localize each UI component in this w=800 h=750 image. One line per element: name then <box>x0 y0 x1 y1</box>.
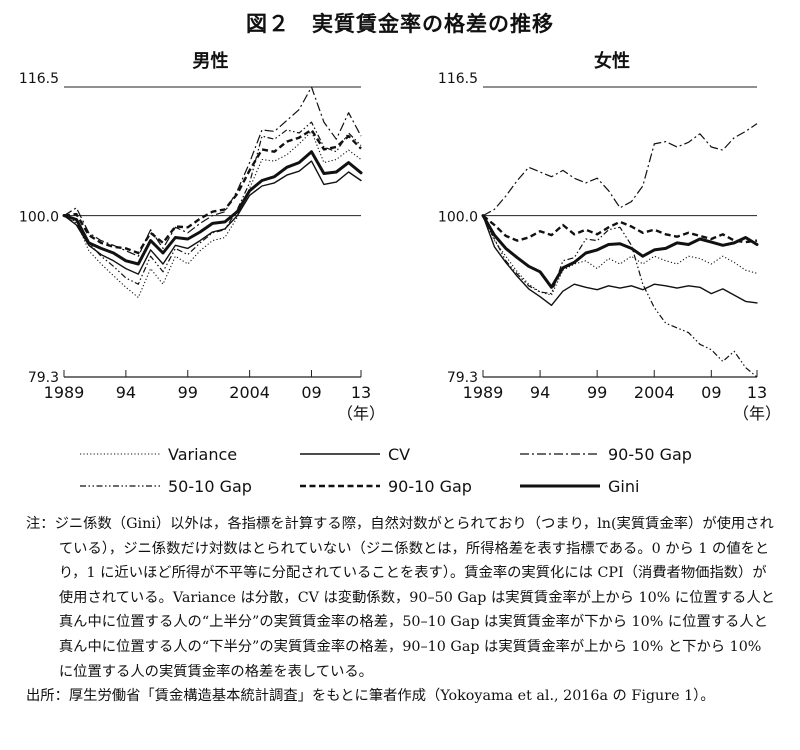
legend-label: 90-50 Gap <box>608 445 692 464</box>
series-line-gini <box>481 214 759 289</box>
panel-title: 女性 <box>594 50 630 72</box>
series-line-50-10-gap <box>63 121 362 285</box>
series-line-90-10-gap <box>63 128 362 255</box>
x-tick-label: 99 <box>587 383 607 402</box>
x-tick-label: 09 <box>701 383 721 402</box>
x-tick-label: 99 <box>178 383 198 402</box>
y-tick-label: 79.3 <box>28 370 59 386</box>
legend-item: CV <box>300 445 410 464</box>
year-unit-label: （年） <box>337 404 385 423</box>
series-line-cv <box>63 160 362 275</box>
legend-item: 90-50 Gap <box>520 445 692 464</box>
legend-label: CV <box>388 445 410 464</box>
legend-item: 50-10 Gap <box>80 477 252 496</box>
legend: Variance CV 90-50 Gap 50-10 Gap 90-10 Gap Gin… <box>80 445 692 496</box>
series-line-90-10-gap <box>482 214 758 244</box>
series-line-90-50-gap <box>482 123 758 217</box>
note-text: 注：ジニ係数（Gini）以外は，各指標を計算する際，自然対数がとられており（つま… <box>26 516 775 680</box>
x-tick-label: 2004 <box>229 383 270 402</box>
y-tick-label: 100.0 <box>19 210 59 226</box>
legend-label: Variance <box>168 445 237 464</box>
year-unit-label: （年） <box>733 404 781 423</box>
x-tick-label: 94 <box>530 383 550 402</box>
series-line-gini <box>62 150 363 266</box>
source-text: 出所：厚生労働省「賃金構造基本統計調査」をもとに筆者作成（Yokoyama et… <box>26 688 715 705</box>
figure-title: 図２ 実質賃金率の格差の推移 <box>246 12 554 36</box>
y-tick-label: 100.0 <box>438 210 478 226</box>
legend-item: Gini <box>520 477 639 496</box>
x-tick-label: 1989 <box>463 383 504 402</box>
x-tick-label: 1989 <box>44 383 85 402</box>
x-tick-label: 13 <box>747 383 767 402</box>
y-tick-label: 116.5 <box>19 71 59 87</box>
legend-label: 50-10 Gap <box>168 477 252 496</box>
y-tick-label: 116.5 <box>438 71 478 87</box>
x-tick-label: 94 <box>116 383 136 402</box>
legend-label: Gini <box>608 477 639 496</box>
legend-item: 90-10 Gap <box>300 477 472 496</box>
series-line-90-50-gap <box>63 86 362 257</box>
series-line-variance <box>482 215 758 296</box>
panel-title: 男性 <box>193 50 229 72</box>
x-tick-label: 2004 <box>634 383 675 402</box>
series-line-50-10-gap <box>482 215 758 378</box>
legend-item: Variance <box>80 445 237 464</box>
series-line-cv <box>482 214 758 306</box>
legend-label: 90-10 Gap <box>388 477 472 496</box>
x-tick-label: 09 <box>301 383 321 402</box>
x-tick-label: 13 <box>351 383 371 402</box>
notes: 注：ジニ係数（Gini）以外は，各指標を計算する際，自然対数がとられており（つま… <box>26 512 778 709</box>
y-tick-label: 79.3 <box>447 370 478 386</box>
series-line-variance <box>63 130 362 299</box>
